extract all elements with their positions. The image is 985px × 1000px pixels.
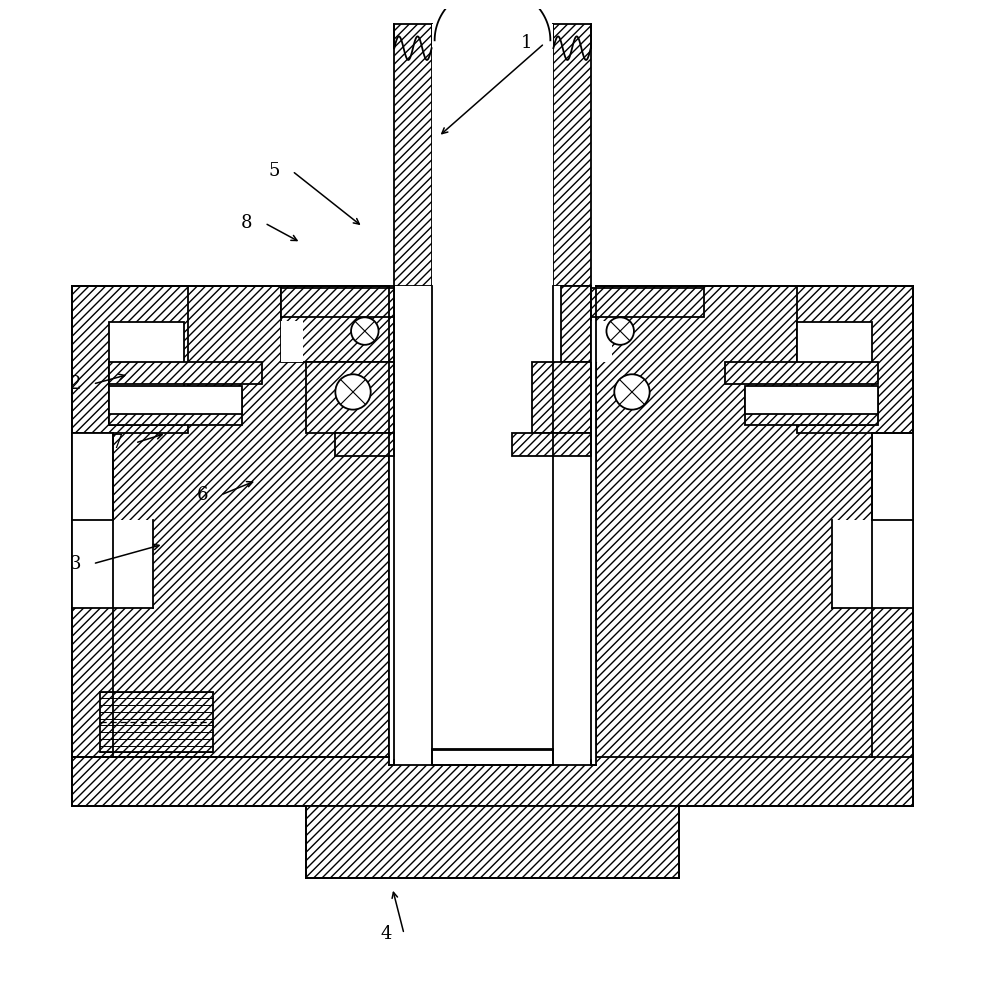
Circle shape (351, 317, 378, 345)
Bar (512, 433, 591, 456)
Bar (872, 433, 913, 520)
Bar (389, 757, 596, 765)
Bar (306, 806, 679, 878)
Bar (282, 286, 394, 362)
Bar (99, 692, 213, 752)
Bar (561, 286, 591, 362)
Bar (109, 362, 262, 384)
Bar (282, 321, 303, 362)
Bar (745, 391, 878, 425)
Bar (389, 286, 596, 765)
Text: 6: 6 (197, 486, 209, 504)
Text: 8: 8 (241, 214, 253, 232)
Bar (532, 362, 591, 433)
Text: 4: 4 (381, 925, 392, 943)
Circle shape (335, 374, 370, 410)
Bar (282, 288, 394, 317)
Bar (797, 322, 872, 425)
Bar (591, 321, 613, 362)
Text: 5: 5 (269, 162, 280, 180)
Bar (72, 286, 188, 433)
Bar (109, 386, 242, 414)
Text: 3: 3 (69, 555, 81, 573)
Bar (72, 433, 113, 520)
Bar (72, 520, 153, 608)
Bar (431, 749, 554, 765)
Bar (335, 433, 394, 456)
Bar (596, 286, 913, 806)
Text: 2: 2 (69, 375, 81, 393)
Bar (306, 362, 394, 433)
Bar (394, 24, 431, 286)
Bar (109, 322, 184, 425)
Bar (554, 24, 591, 286)
Bar (832, 520, 913, 608)
Text: 7: 7 (111, 434, 123, 452)
Bar (745, 386, 878, 414)
Bar (431, 24, 554, 286)
Text: 1: 1 (521, 34, 533, 52)
Circle shape (615, 374, 650, 410)
Bar (109, 391, 242, 425)
Bar (72, 757, 913, 806)
Bar (725, 362, 878, 384)
Bar (72, 286, 389, 806)
Circle shape (607, 317, 634, 345)
Bar (591, 288, 703, 317)
Bar (797, 286, 913, 433)
